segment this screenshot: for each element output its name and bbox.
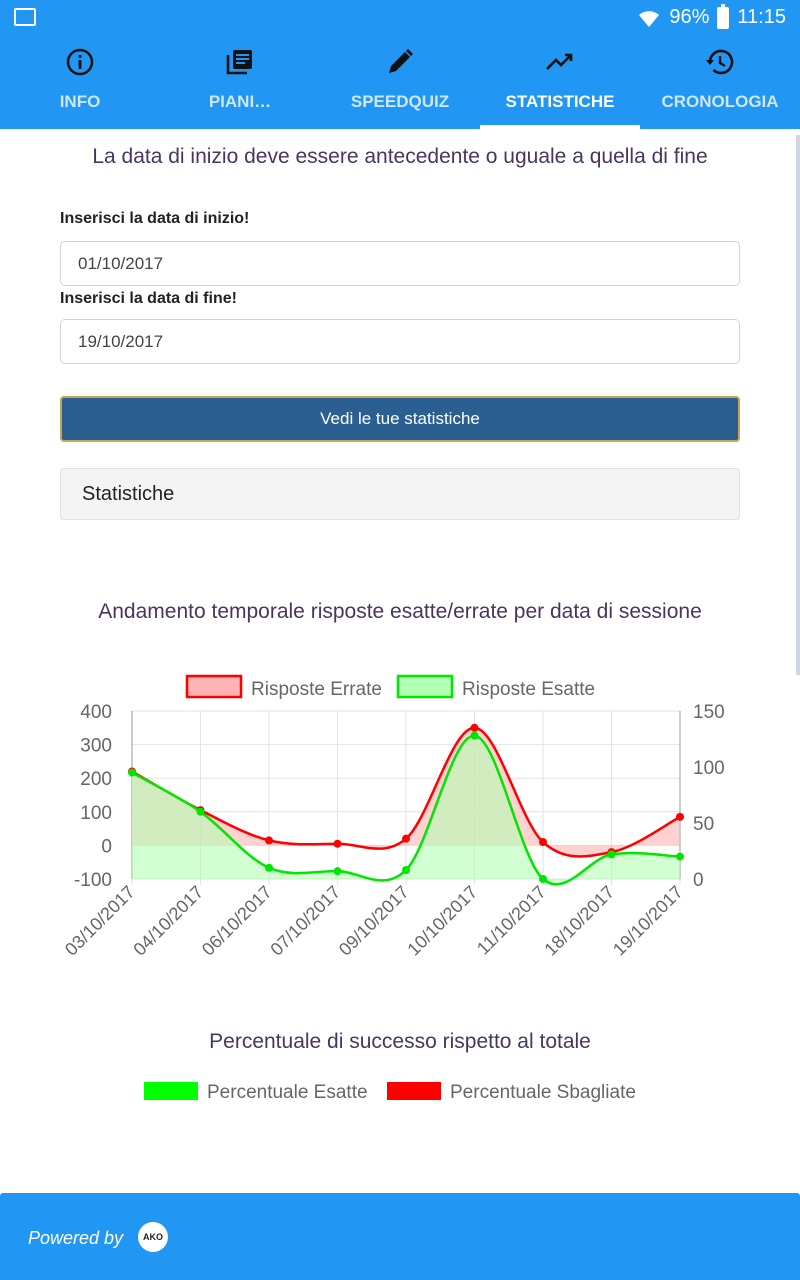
x-tick-label: 10/10/2017 [403, 882, 481, 960]
x-tick-label: 09/10/2017 [335, 882, 413, 960]
data-point-1 [402, 866, 410, 875]
trending-up-icon [546, 53, 573, 70]
tab-bar: INFO PIANI… SPEEDQUIZ STATISTICHE CRONOL… [0, 36, 800, 129]
data-point-0 [402, 834, 410, 843]
pie-chart-legend: Percentuale Esatte Percentuale Sbagliate [0, 1082, 800, 1106]
line-chart-title: Andamento temporale risposte esatte/erra… [98, 600, 702, 623]
y-left-tick: 200 [80, 769, 112, 790]
tab-speedquiz[interactable]: SPEEDQUIZ [320, 36, 480, 129]
end-date-input[interactable]: 19/10/2017 [60, 319, 740, 364]
legend-swatch-esatte [144, 1082, 198, 1100]
start-date-input[interactable]: 01/10/2017 [60, 241, 740, 286]
view-statistics-button[interactable]: Vedi le tue statistiche [60, 396, 740, 442]
x-tick-label: 03/10/2017 [61, 882, 139, 960]
date-warning: La data di inizio deve essere antecedent… [92, 145, 708, 168]
data-point-1 [539, 875, 547, 883]
y-left-tick: -100 [74, 870, 112, 891]
tab-speedquiz-label: SPEEDQUIZ [350, 92, 450, 111]
y-right-tick: 50 [693, 814, 714, 835]
data-point-0 [333, 839, 342, 848]
scrollbar[interactable] [796, 135, 800, 675]
data-point-1 [333, 867, 342, 876]
end-date-label: Inserisci la data di fine! [60, 290, 237, 307]
battery-icon [717, 3, 730, 29]
image-notification-icon [14, 8, 36, 26]
data-point-0 [676, 812, 684, 821]
ako-logo[interactable]: AKO [138, 1222, 168, 1252]
pie-chart-title: Percentuale di successo rispetto al tota… [209, 1030, 591, 1053]
series-area-1 [132, 735, 680, 885]
pencil-icon [389, 49, 413, 73]
x-tick-label: 18/10/2017 [540, 882, 618, 960]
tab-piani-label: PIANI… [208, 92, 272, 111]
data-point-0 [265, 836, 273, 845]
footer: Powered by AKO [0, 1193, 800, 1280]
y-left-tick: 0 [101, 836, 112, 857]
series-line-1 [131, 734, 681, 886]
data-point-1 [196, 807, 205, 816]
legend-swatch-sbagliate [387, 1082, 441, 1100]
start-date-label: Inserisci la data di inizio! [60, 210, 250, 227]
wifi-icon [639, 10, 660, 27]
x-tick-label: 11/10/2017 [473, 882, 550, 959]
y-left-tick: 100 [80, 803, 112, 824]
history-icon [706, 49, 734, 75]
data-point-1 [470, 731, 479, 740]
data-point-1 [607, 850, 616, 859]
data-point-0 [539, 838, 547, 847]
tab-statistiche[interactable]: STATISTICHE [480, 36, 640, 129]
status-bar: 96% 11:15 [0, 0, 800, 36]
info-icon [66, 48, 94, 76]
y-right-tick: 0 [693, 870, 704, 891]
legend-label: Risposte Esatte [462, 679, 595, 700]
series-line-0 [131, 726, 681, 858]
y-left-tick: 300 [80, 736, 112, 757]
library-books-icon [226, 50, 252, 75]
y-right-tick: 150 [693, 702, 725, 723]
tab-info-label: INFO [59, 92, 101, 111]
x-tick-label: 04/10/2017 [129, 882, 207, 960]
tab-cronologia[interactable]: CRONOLOGIA [640, 36, 800, 129]
legend-swatch [185, 674, 243, 699]
powered-by-text: Powered by [28, 1228, 124, 1248]
battery-percent: 96% [669, 6, 710, 28]
data-point-1 [128, 768, 136, 777]
clock: 11:15 [737, 6, 786, 28]
line-chart: 400 300 200 100 0 -100 150 100 50 0 03/10/201704/1… [61, 674, 725, 960]
tab-cronologia-label: CRONOLOGIA [661, 92, 779, 111]
data-point-1 [676, 852, 684, 861]
data-point-0 [470, 723, 479, 732]
x-tick-label: 19/10/2017 [609, 882, 687, 960]
tab-piani[interactable]: PIANI… [160, 36, 320, 129]
x-tick-label: 06/10/2017 [198, 882, 276, 960]
legend-label: Risposte Errate [251, 679, 382, 700]
y-right-tick: 100 [693, 758, 725, 779]
data-point-1 [265, 863, 273, 872]
legend-label-sbagliate: Percentuale Sbagliate [450, 1082, 636, 1103]
legend-label-esatte: Percentuale Esatte [207, 1082, 368, 1103]
tab-statistiche-label: STATISTICHE [505, 92, 615, 111]
tab-info[interactable]: INFO [0, 36, 160, 129]
x-tick-label: 07/10/2017 [266, 882, 344, 960]
legend-swatch [396, 674, 454, 699]
y-left-tick: 400 [80, 702, 112, 723]
statistics-panel-header[interactable]: Statistiche [60, 468, 740, 520]
